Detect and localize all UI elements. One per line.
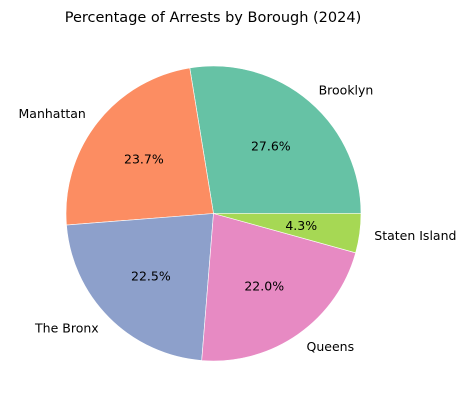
- pie-slice-brooklyn: [189, 65, 362, 214]
- slice-label-queens: Queens: [307, 339, 355, 354]
- slice-label-brooklyn: Brooklyn: [319, 82, 374, 97]
- pie-labels: 27.6% Brooklyn 23.7% Manhattan 22.5% The Bron…: [19, 82, 457, 354]
- slice-percent-label-manhattan: 23.7%: [124, 151, 164, 166]
- slice-label-manhattan: Manhattan: [19, 106, 86, 121]
- pie-slice-queens: [201, 213, 357, 362]
- slice-percent-label-the-bronx: 22.5%: [131, 269, 171, 284]
- pie-slice-the-bronx: [66, 213, 214, 361]
- pie-slice-manhattan: [65, 67, 214, 226]
- slice-percent-label-queens: 22.0%: [244, 279, 284, 294]
- slice-percent-label-staten-island: 4.3%: [285, 218, 317, 233]
- pie-slices: [65, 65, 362, 362]
- slice-label-the-bronx: The Bronx: [34, 321, 99, 336]
- slice-label-staten-island: Staten Island: [374, 228, 456, 243]
- pie-slice-staten-island: [213, 213, 362, 254]
- chart-title: Percentage of Arrests by Borough (2024): [65, 10, 362, 26]
- slice-percent-label-brooklyn: 27.6%: [251, 139, 291, 154]
